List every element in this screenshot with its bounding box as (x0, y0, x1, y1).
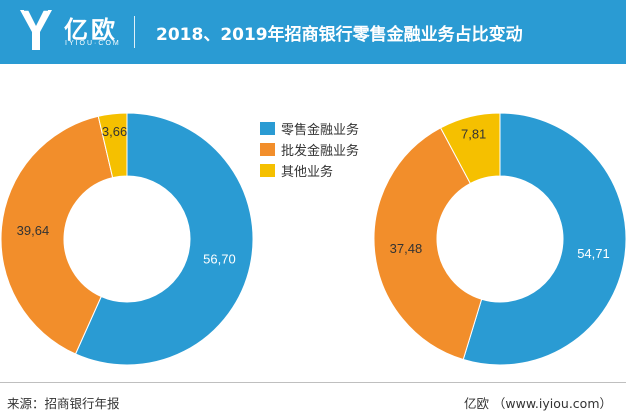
label-other: 3,66 (102, 124, 127, 139)
source-note: 来源：招商银行年报 (7, 396, 120, 411)
slice-other (97, 112, 128, 179)
label-wholesale: 39,64 (17, 223, 50, 238)
legend-swatch (260, 164, 275, 177)
legend-label: 其他业务 (281, 164, 333, 180)
logo[interactable]: 亿欧 IYIOU·COM (16, 6, 124, 58)
logo-name: 亿欧 (64, 16, 118, 44)
header-bar: 亿欧 IYIOU·COM 2018、2019年招商银行零售金融业务占比变动 (0, 0, 626, 64)
slice-wholesale (0, 115, 114, 355)
label-retail: 54,71 (577, 246, 610, 261)
slice-retail (74, 112, 254, 366)
page-title: 2018、2019年招商银行零售金融业务占比变动 (156, 25, 523, 45)
header-divider (134, 16, 135, 48)
label-retail: 56,70 (203, 252, 236, 267)
donut-chart-area: 56,70 39,64 3,66 54,71 37,48 7,81 零售金融业务批发金融… (0, 112, 626, 366)
donut-chart-2018: 56,70 39,64 3,66 (0, 112, 254, 366)
legend-label: 零售金融业务 (281, 122, 359, 138)
footer-brand: 亿欧 （www.iyiou.com） (463, 396, 612, 411)
legend-swatch (260, 122, 275, 135)
logo-domain: IYIOU·COM (65, 40, 121, 47)
legend-swatch (260, 143, 275, 156)
legend-label: 批发金融业务 (281, 143, 359, 159)
donut-chart-2019: 54,71 37,48 7,81 (373, 112, 626, 366)
slice-other (439, 112, 501, 185)
logo-icon (20, 9, 52, 50)
footer-divider (0, 382, 626, 383)
label-wholesale: 37,48 (390, 241, 423, 256)
slice-retail (462, 112, 626, 366)
slice-wholesale (373, 127, 483, 361)
label-other: 7,81 (461, 127, 486, 142)
